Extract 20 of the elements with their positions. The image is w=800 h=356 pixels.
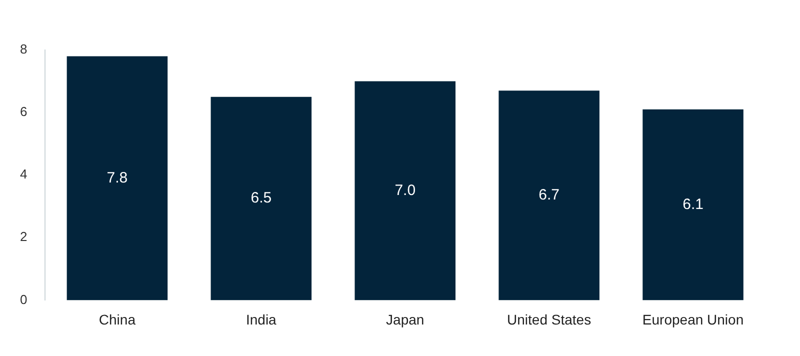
x-tick-label: China — [98, 311, 136, 328]
x-tick-label: European Union — [642, 311, 744, 328]
bar — [354, 81, 456, 300]
x-tick-label: Japan — [386, 311, 424, 328]
data-label: 7.8 — [106, 169, 128, 186]
bar — [498, 90, 600, 300]
y-tick-label: 8 — [20, 42, 28, 57]
bar — [66, 56, 168, 300]
x-tick-label: United States — [507, 311, 592, 328]
x-tick-label: India — [246, 311, 277, 328]
data-label: 6.7 — [538, 186, 560, 204]
data-label: 6.1 — [682, 196, 704, 213]
y-tick-label: 0 — [20, 292, 28, 307]
data-label: 6.5 — [250, 190, 272, 207]
y-tick-label: 2 — [20, 229, 28, 244]
data-label: 7.0 — [394, 182, 416, 199]
y-tick-label: 4 — [20, 166, 28, 182]
y-tick-label: 6 — [20, 104, 28, 120]
bar — [210, 96, 312, 300]
bar — [642, 109, 744, 300]
